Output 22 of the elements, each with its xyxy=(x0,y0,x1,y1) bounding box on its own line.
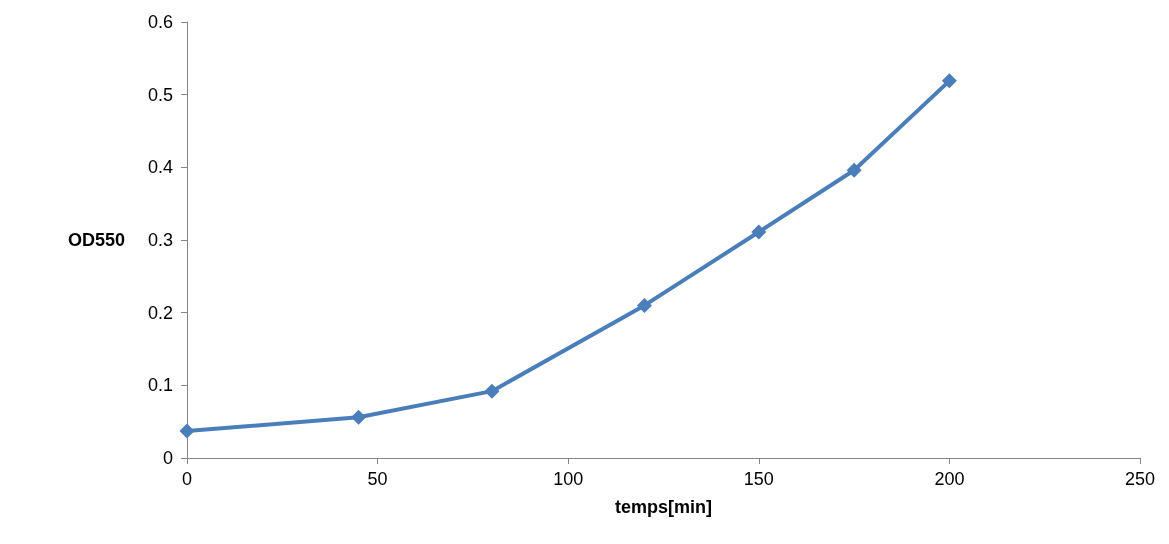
y-tick-label: 0 xyxy=(162,448,173,468)
x-tick-label: 100 xyxy=(553,469,584,489)
point xyxy=(351,409,367,425)
y-tick-label: 0.3 xyxy=(147,230,173,250)
x-tick-label: 0 xyxy=(181,469,193,489)
y-tick-label: 0.1 xyxy=(147,375,173,396)
y-tick-label: 0.4 xyxy=(147,157,173,178)
x-tick-label: 200 xyxy=(934,469,965,489)
point xyxy=(941,73,957,89)
x-tick-label: 150 xyxy=(743,469,774,489)
point xyxy=(179,423,195,439)
point xyxy=(846,162,862,178)
y-tick-label: 0.6 xyxy=(147,12,173,32)
x-axis-title: temps[min] xyxy=(614,497,713,517)
x-tick-label: 50 xyxy=(367,469,388,489)
y-tick-label: 0.2 xyxy=(147,302,173,323)
point xyxy=(751,224,767,240)
point xyxy=(484,383,500,399)
y-tick-label: 0.5 xyxy=(147,84,173,105)
x-tick-label: 250 xyxy=(1124,469,1156,489)
point xyxy=(636,297,652,313)
y-axis-title: OD550 xyxy=(67,230,125,250)
